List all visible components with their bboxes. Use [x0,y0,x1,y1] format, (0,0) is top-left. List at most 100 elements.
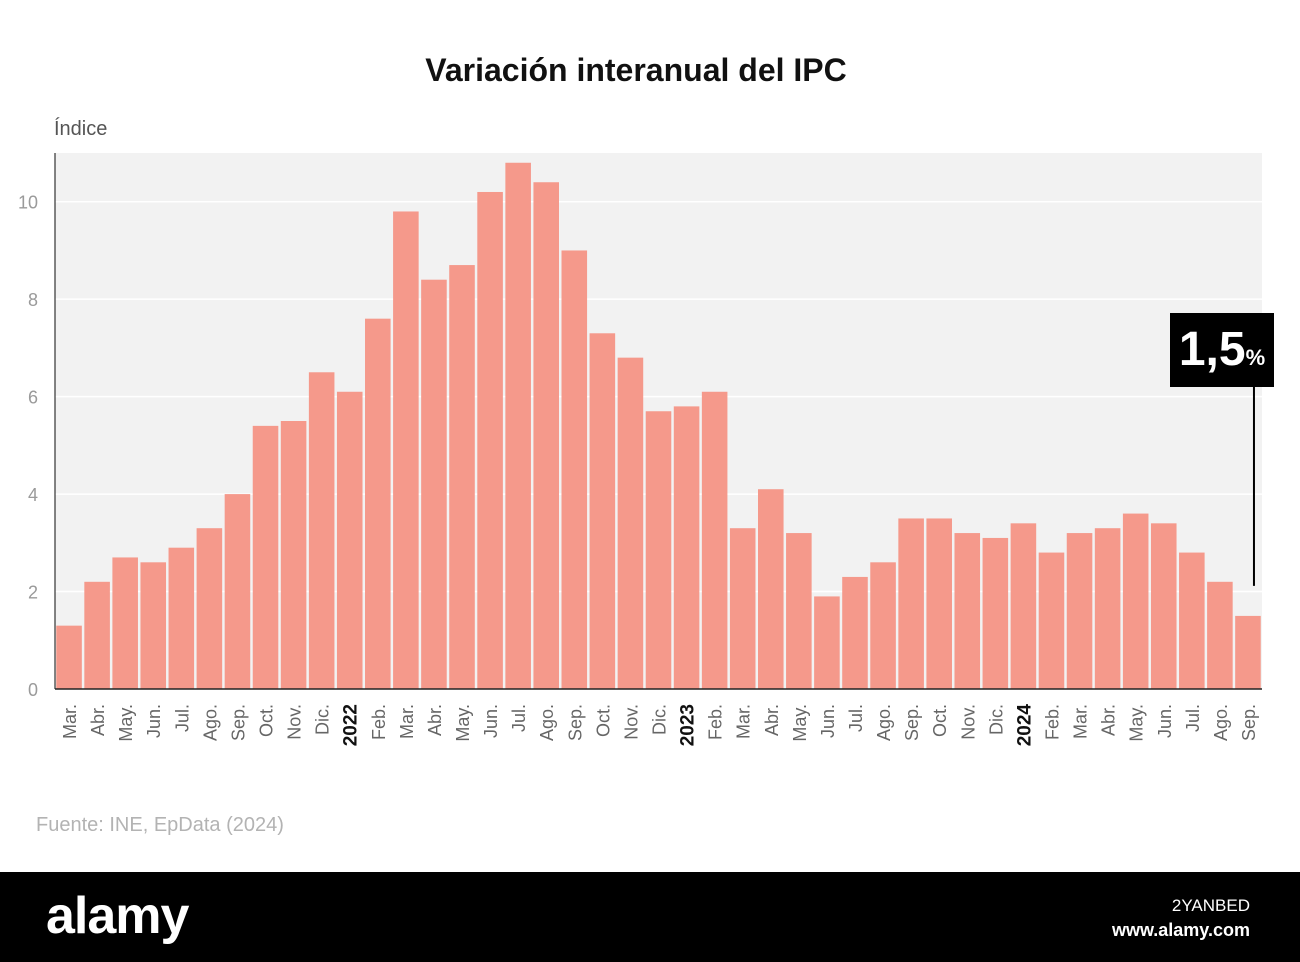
bar [533,182,560,689]
bar [561,250,588,690]
bar [56,625,82,689]
x-tick-label: May. [453,704,473,742]
bar [196,528,223,689]
x-tick-label: Sep. [1239,704,1259,741]
x-tick-label: Sep. [228,704,248,741]
bar [926,518,952,689]
bar [421,279,447,689]
bar [1010,523,1037,689]
x-tick-label: Jul. [172,704,192,732]
watermark-footer: alamy 2YANBED www.alamy.com [0,872,1300,962]
image-id-block: 2YANBED www.alamy.com [1112,894,1250,942]
bar [842,576,868,689]
y-tick-label: 2 [28,583,38,603]
bar [954,533,981,689]
x-tick-label: Ago. [1211,704,1231,741]
x-tick-label: Jul. [1183,704,1203,732]
x-tick-label: 2022 [341,704,362,746]
y-tick-label: 4 [28,485,38,505]
bar [1122,513,1149,689]
x-tick-label: Abr. [425,704,445,736]
chart-title: Variación interanual del IPC [425,52,847,88]
bar [1094,528,1121,689]
bar [1235,615,1261,689]
bar [224,494,251,689]
bar [898,518,924,689]
bar [477,191,503,689]
bar [814,596,840,689]
x-tick-label: Dic. [313,704,333,735]
x-tick-label: Feb. [1042,704,1062,740]
bar [673,406,700,689]
x-tick-label: Sep. [565,704,585,741]
bar [449,265,475,689]
bar [168,547,195,689]
bar [336,391,363,689]
bar [365,318,391,689]
bar [280,421,307,689]
x-tick-label: Jun. [144,704,164,738]
x-tick-label: 2024 [1014,704,1035,747]
x-tick-label: May. [1127,704,1147,742]
x-tick-label: Abr. [762,704,782,736]
bar [1179,552,1205,689]
bar [505,162,531,689]
x-tick-label: Feb. [369,704,389,740]
x-tick-label: Abr. [1099,704,1119,736]
latest-value-callout: 1,5% [1170,313,1274,387]
bar [84,581,110,689]
x-tick-label: Jul. [509,704,529,732]
bar [308,372,335,689]
x-tick-label: Mar. [397,704,417,739]
callout-unit: % [1245,345,1266,370]
x-tick-label: Jun. [481,704,501,738]
x-tick-label: Dic. [986,704,1006,735]
x-tick-label: Jul. [846,704,866,732]
bar [1038,552,1065,689]
bar [729,528,756,689]
alamy-logo: alamy [46,887,189,945]
x-tick-label: Feb. [706,704,726,740]
bar [645,411,672,689]
x-tick-label: Mar. [1071,704,1091,739]
bar [252,425,279,689]
bar [870,562,896,689]
x-tick-label: Jun. [818,704,838,738]
bar [112,557,138,689]
x-tick-label: Oct. [593,704,613,737]
callout-value: 1,5 [1178,323,1246,376]
bar [1066,533,1093,689]
x-tick-label: Sep. [902,704,922,741]
x-tick-label: Jun. [1155,704,1175,738]
y-tick-label: 6 [28,388,38,408]
bar [701,391,728,689]
bar [982,537,1009,689]
y-axis-label: Índice [54,118,108,140]
x-tick-label: Mar. [60,704,80,739]
bar [617,357,644,689]
x-tick-label: May. [116,704,136,742]
bar [1150,523,1177,689]
y-tick-label: 10 [18,193,38,213]
x-tick-label: Oct. [930,704,950,737]
x-tick-label: Mar. [734,704,754,739]
y-tick-label: 8 [28,290,38,310]
bar-chart: 0 2 4 6 8 10 Mar. Abr. May. Jun. Jul. Ago. Sep. Oct. N… [18,153,1262,747]
x-tick-label: Nov. [958,704,978,740]
bar [757,489,784,689]
bar [393,211,419,690]
x-tick-label: Ago. [537,704,557,741]
bar [1207,581,1233,689]
x-tick-label: Ago. [200,704,220,741]
x-tick-label: Dic. [650,704,670,735]
x-tick-label: Ago. [874,704,894,741]
x-tick-label: Oct. [257,704,277,737]
bar [589,333,616,689]
bar [786,533,812,689]
image-id: 2YANBED [1171,896,1250,915]
site-url: www.alamy.com [1111,920,1250,940]
x-tick-label: Abr. [88,704,108,736]
x-tick-label: May. [790,704,810,742]
x-tick-label: Nov. [621,704,641,740]
x-tick-label: Nov. [285,704,305,740]
